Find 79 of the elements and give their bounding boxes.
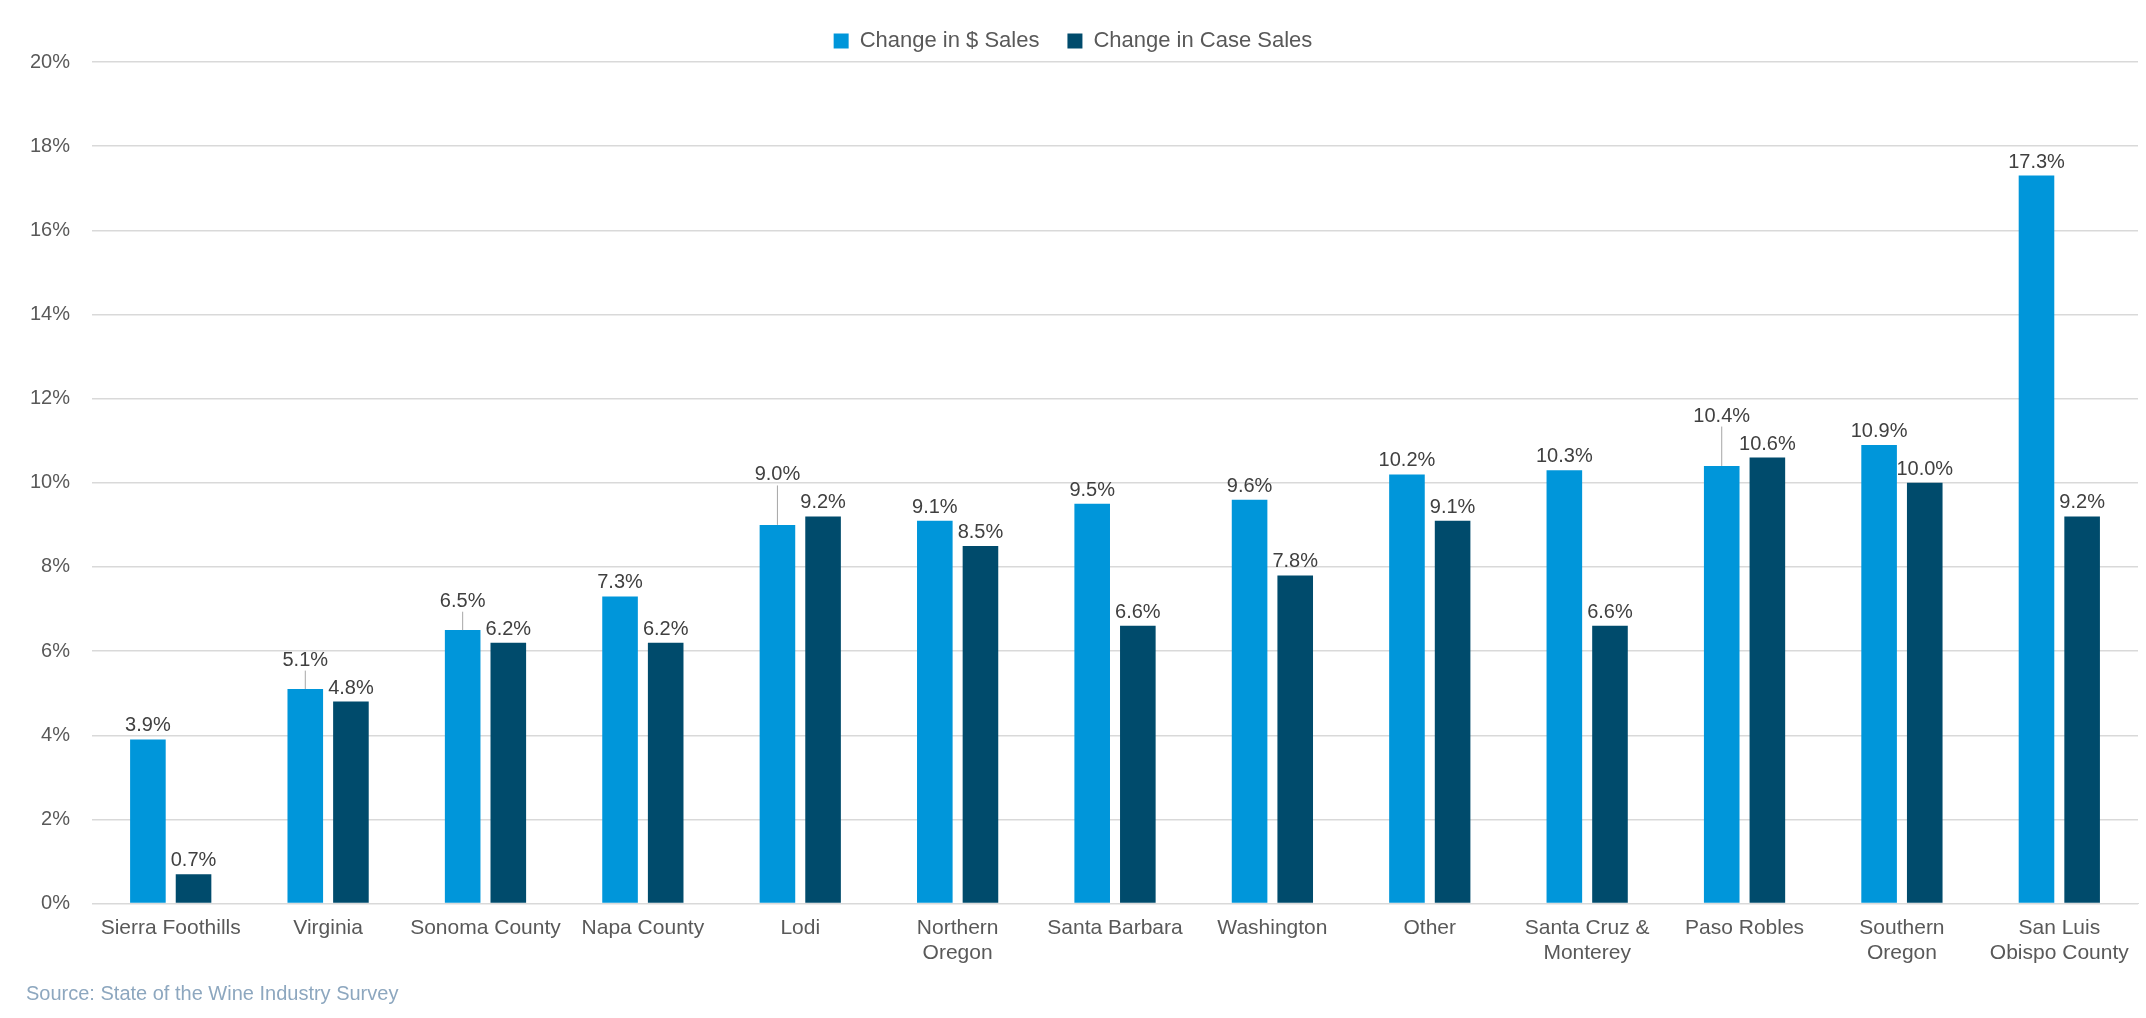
bar [444,630,481,903]
bar [1592,625,1628,903]
data-label: 9.2% [2059,490,2106,513]
data-label: 10.4% [1693,403,1751,426]
y-tick-label: 6% [41,638,71,661]
legend-label: Change in Case Sales [1093,27,1313,53]
data-label: 10.0% [1896,456,1954,479]
x-tick-label: Santa Barbara [1047,915,1184,938]
data-label: 7.8% [1272,549,1319,572]
bar [333,701,369,903]
data-label: 6.6% [1115,599,1161,622]
data-label: 6.2% [642,616,689,639]
bar [2018,175,2055,903]
data-label: 8.5% [957,519,1004,542]
bar [1389,474,1425,903]
data-label: 17.3% [2008,149,2066,172]
y-tick-label: 2% [41,806,71,829]
x-tick-label: San Luis Obispo County [1989,915,2130,964]
x-tick-label: Other [1403,915,1457,938]
bar [130,739,166,903]
data-label: 10.2% [1378,448,1436,471]
data-label: 0.7% [170,848,217,871]
data-label: 5.1% [282,647,329,670]
x-tick-label: Virginia [293,915,364,938]
y-tick-label: 0% [41,891,71,914]
data-label: 9.5% [1069,477,1116,500]
x-tick-label: Northern Oregon [916,915,999,964]
bar [1074,503,1110,903]
bar [1120,625,1156,903]
x-tick-label: Lodi [780,915,821,938]
bar [1434,520,1471,903]
bar [490,642,527,903]
source-note: Source: State of the Wine Industry Survey [26,982,399,1005]
y-tick-label: 10% [30,470,71,493]
bar [917,520,953,903]
bar [602,596,638,903]
bar [1906,482,1943,903]
x-tick-label: Santa Cruz & Monterey [1524,915,1650,964]
legend-label: Change in $ Sales [859,27,1040,53]
x-tick-label: Southern Oregon [1859,915,1945,964]
y-tick-label: 12% [30,386,71,409]
x-tick-label: Washington [1217,915,1328,938]
data-label: 10.9% [1850,418,1908,441]
data-label: 4.8% [328,675,374,698]
bar [1749,457,1786,903]
bar [962,545,999,903]
data-label: 6.6% [1587,599,1633,622]
y-tick-label: 16% [30,217,71,240]
data-label: 10.3% [1535,444,1593,467]
bar [1231,499,1268,903]
data-label: 9.1% [1429,494,1476,517]
bar [1277,575,1314,903]
x-tick-label: Napa County [581,915,705,938]
data-label: 9.6% [1226,473,1273,496]
bar [1861,444,1897,903]
x-tick-label: Sonoma County [410,915,562,938]
bar [287,688,324,903]
bar [805,516,841,903]
bar [1546,470,1583,903]
bar [175,874,212,903]
y-tick-label: 4% [41,722,71,745]
data-label: 9.2% [800,490,847,513]
x-tick-label: Paso Robles [1685,915,1805,938]
y-tick-label: 18% [30,133,71,156]
y-tick-label: 8% [41,554,71,577]
data-label: 9.1% [912,494,958,517]
bar [647,642,684,903]
data-label: 9.0% [754,462,801,485]
bar [2064,516,2100,903]
bar [759,524,796,903]
data-label: 7.3% [597,570,644,593]
data-label: 6.2% [485,616,532,639]
x-tick-label: Sierra Foothills [100,915,241,938]
data-label: 10.6% [1739,431,1796,454]
data-label: 3.9% [125,713,171,736]
bar [1703,465,1740,903]
y-tick-label: 14% [30,302,71,324]
data-label: 6.5% [439,588,486,611]
y-tick-label: 20% [30,49,71,72]
